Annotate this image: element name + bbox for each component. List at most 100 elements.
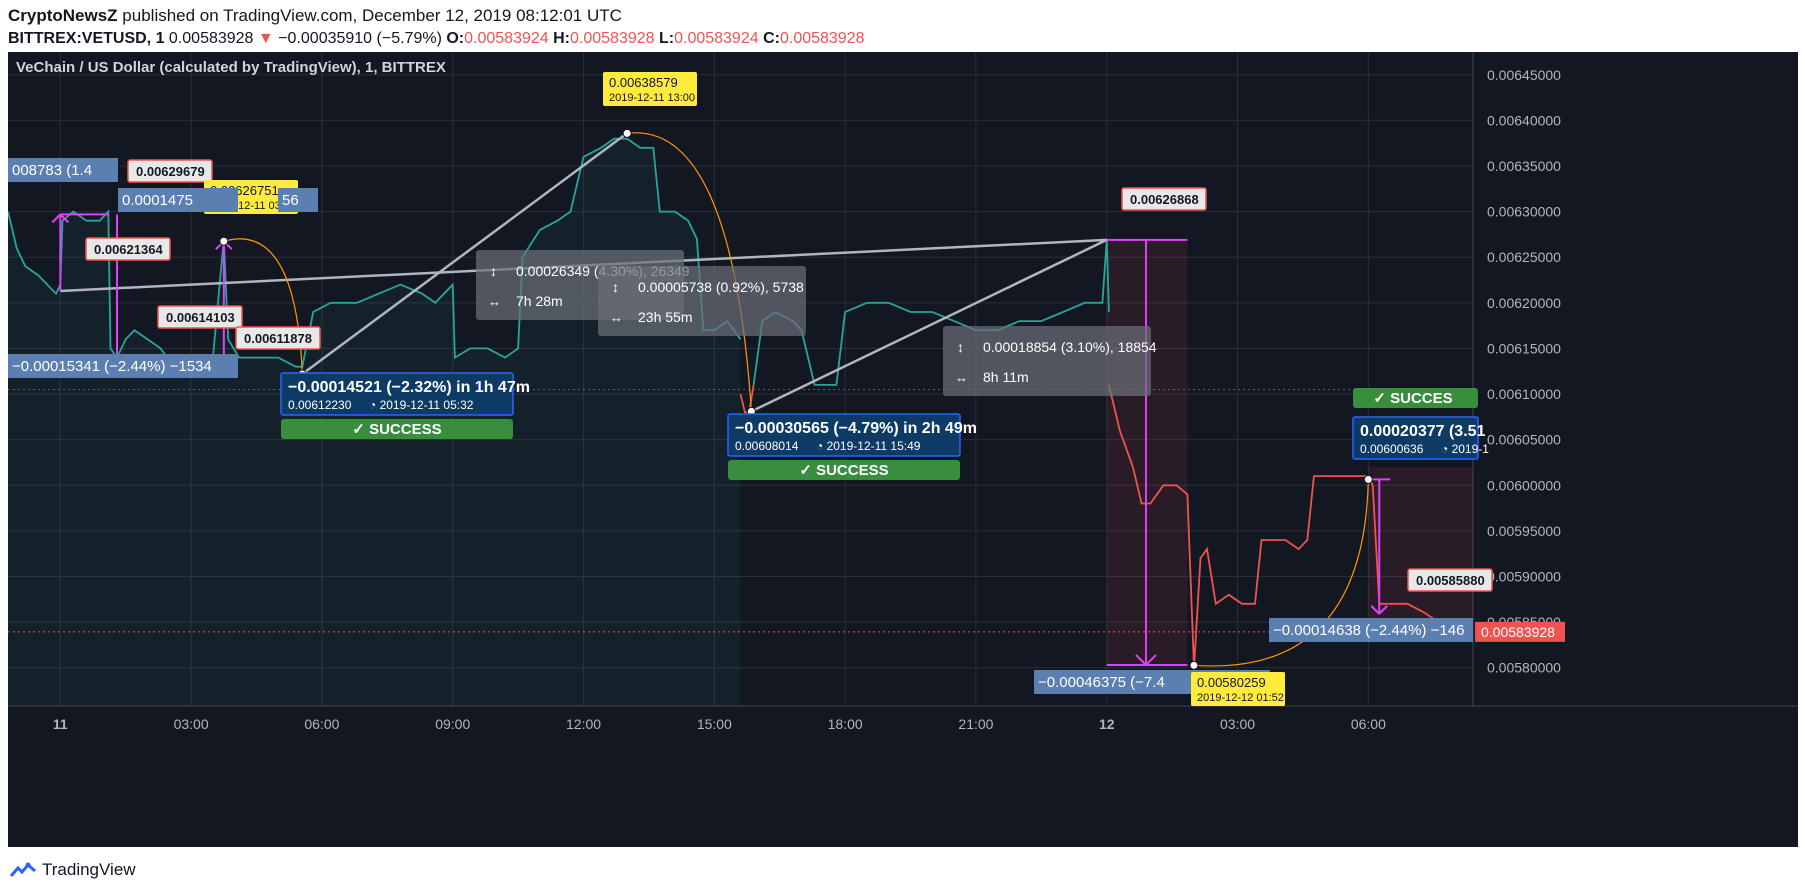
- anchor-point: [622, 128, 632, 138]
- measure-label: [1269, 618, 1473, 642]
- success-badge-text: ✓ SUCCESS: [799, 462, 888, 479]
- trade-price-text: 0.00612230: [288, 398, 352, 412]
- trend-line: [750, 238, 1108, 413]
- range-duration-text: 23h 55m: [638, 309, 692, 325]
- price-tag-text: 0.00621364: [94, 242, 163, 257]
- tradingview-footer[interactable]: TradingView: [10, 860, 136, 880]
- measure-arrow: [1370, 605, 1380, 615]
- x-tick-label: 03:00: [1220, 716, 1255, 732]
- high-value: 0.00583928: [570, 30, 655, 47]
- tradingview-logo-icon: [10, 862, 36, 877]
- y-tick-label: 0.00580000: [1487, 660, 1561, 676]
- close-label: C:: [763, 30, 780, 47]
- extreme-date-text: 2019-12-12 01:52: [1197, 692, 1284, 704]
- range-duration-text: 7h 28m: [516, 293, 563, 309]
- price-chart[interactable]: 0.00645000 0.00640000 0.00635000 0.00630000…: [8, 52, 1798, 847]
- measure-arrow: [1145, 654, 1157, 666]
- trade-result-box: [1352, 416, 1479, 460]
- y-tick-label: 0.00620000: [1487, 295, 1561, 311]
- low-label: L:: [658, 30, 675, 47]
- x-tick-label: 06:00: [1351, 716, 1386, 732]
- x-tick-label: 03:00: [174, 716, 209, 732]
- measure-arrow: [1378, 605, 1388, 615]
- last-price-tag: [1475, 621, 1565, 642]
- anchor-point: [219, 236, 229, 246]
- x-tick-label: 18:00: [828, 716, 863, 732]
- extreme-price-label: [1191, 672, 1285, 706]
- trade-date-text: ◔ 2019-1: [1441, 442, 1489, 456]
- chart-title: VeChain / US Dollar (calculated by Tradi…: [16, 59, 446, 76]
- tradingview-brand: TradingView: [42, 860, 136, 879]
- ohlc-line: BITTREX:VETUSD, 1 0.00583928 ▼ −0.000359…: [8, 30, 865, 48]
- measure-label: [8, 158, 118, 182]
- extreme-price-text: 0.00580259: [1197, 675, 1266, 690]
- high-label: H:: [553, 30, 570, 47]
- price-tag-text: 0.00585880: [1416, 573, 1485, 588]
- measure-arrow: [59, 213, 70, 224]
- range-delta-icon: ↕: [490, 263, 497, 279]
- down-arrow-icon: ▼: [257, 30, 274, 47]
- price-tag-text: 0.00614103: [166, 310, 235, 325]
- short-position-zone: [1368, 467, 1473, 618]
- publisher-name[interactable]: CryptoNewsZ: [8, 6, 118, 25]
- y-tick-label: 0.00595000: [1487, 523, 1561, 539]
- extreme-date-text: 2019-12-11 13:00: [609, 92, 695, 104]
- range-duration-icon: ↔: [955, 370, 968, 385]
- symbol-label: BITTREX:VETUSD, 1: [8, 30, 165, 47]
- trade-result-text: −0.00030565 (−4.79%) in 2h 49m: [735, 420, 977, 437]
- price-tag-text: 0.00626868: [1130, 192, 1199, 207]
- trade-date-text: ◔ 2019-12-11 15:49: [816, 439, 921, 453]
- y-tick-label: 0.00630000: [1487, 204, 1561, 220]
- measure-label-text: 0.0001475: [122, 192, 193, 209]
- trade-date-text: ◔ 2019-12-11 05:32: [369, 398, 474, 412]
- anchor-point: [1363, 474, 1373, 484]
- y-tick-label: 0.00635000: [1487, 158, 1561, 174]
- measure-label: [278, 188, 318, 212]
- price-tag-callout: [235, 326, 321, 350]
- last-price: 0.00583928: [168, 30, 254, 47]
- trade-result-box: [727, 413, 961, 457]
- price-tag-callout: [1407, 568, 1493, 592]
- trade-result-text: 0.00020377 (3.51: [1360, 423, 1486, 440]
- price-axis-panel: [1473, 52, 1798, 706]
- success-badge: [1353, 388, 1478, 408]
- range-delta-text: 0.00005738 (0.92%), 5738: [638, 279, 804, 295]
- y-tick-label: 0.00590000: [1487, 568, 1561, 584]
- measure-label-text: 56: [282, 192, 299, 209]
- measure-arrow: [1135, 654, 1147, 666]
- range-measure-box: [943, 326, 1151, 396]
- success-badge-text: ✓ SUCCESS: [352, 421, 441, 438]
- range-duration-text: 8h 11m: [983, 369, 1029, 385]
- trade-result-text: −0.00014521 (−2.32%) in 1h 47m: [288, 379, 530, 396]
- price-change: −0.00035910 (−5.79%): [278, 30, 442, 47]
- projection-curve: [627, 132, 752, 412]
- measure-label: [8, 354, 238, 378]
- open-value: 0.00583924: [464, 30, 549, 47]
- last-price-tag-text: 0.00583928: [1481, 624, 1555, 640]
- y-tick-label: 0.00610000: [1487, 386, 1561, 402]
- x-tick-label: 21:00: [958, 716, 993, 732]
- measure-label-text: −0.00046375 (−7.4: [1038, 674, 1165, 691]
- price-line-segment: [1108, 384, 1473, 668]
- range-delta-icon: ↕: [957, 339, 964, 355]
- price-tag-callout: [127, 159, 213, 183]
- y-tick-label: 0.00600000: [1487, 477, 1561, 493]
- price-tag-text: 0.00629679: [136, 164, 205, 179]
- anchor-point: [1189, 660, 1199, 670]
- y-tick-label: 0.00615000: [1487, 340, 1561, 356]
- x-tick-label: 15:00: [697, 716, 732, 732]
- x-tick-label: 11: [53, 716, 68, 732]
- y-tick-label: 0.00640000: [1487, 112, 1561, 128]
- measure-label-text: 008783 (1.4: [12, 162, 92, 179]
- success-badge: [281, 419, 513, 439]
- range-measure-box: [598, 266, 806, 336]
- measure-label-text: −0.00014638 (−2.44%) −146: [1273, 622, 1464, 639]
- measure-label-text: −0.00015341 (−2.44%) −1534: [12, 358, 212, 375]
- measure-arrow: [51, 213, 62, 224]
- trade-price-text: 0.00608014: [735, 439, 799, 453]
- trade-result-box: [280, 372, 514, 416]
- success-badge: [728, 460, 960, 480]
- close-value: 0.00583928: [779, 30, 865, 47]
- price-tag-text: 0.00611878: [244, 331, 312, 346]
